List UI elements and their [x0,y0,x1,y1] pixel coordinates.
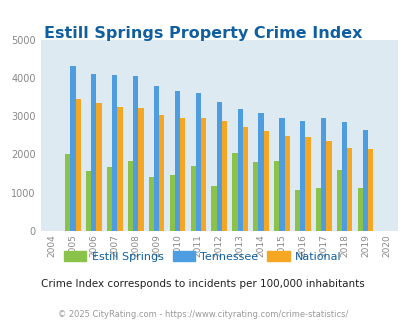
Bar [242,127,247,231]
Bar [294,190,299,231]
Bar [138,108,143,231]
Bar [70,66,75,231]
Text: © 2025 CityRating.com - https://www.cityrating.com/crime-statistics/: © 2025 CityRating.com - https://www.city… [58,310,347,319]
Bar [263,131,268,231]
Bar [190,166,195,231]
Bar [159,115,164,231]
Bar [180,118,185,231]
Bar [153,86,159,231]
Bar [117,107,122,231]
Bar [279,118,284,231]
Bar [96,103,102,231]
Bar [216,102,221,231]
Bar [86,171,91,231]
Bar [91,74,96,231]
Legend: Estill Springs, Tennessee, National: Estill Springs, Tennessee, National [60,247,345,266]
Bar [341,122,346,231]
Bar [326,141,331,231]
Bar [237,109,242,231]
Bar [232,153,237,231]
Bar [200,118,206,231]
Bar [169,175,175,231]
Text: Crime Index corresponds to incidents per 100,000 inhabitants: Crime Index corresponds to incidents per… [41,279,364,289]
Text: Estill Springs Property Crime Index: Estill Springs Property Crime Index [44,26,361,41]
Bar [175,90,180,231]
Bar [107,167,112,231]
Bar [221,121,226,231]
Bar [258,114,263,231]
Bar [273,161,279,231]
Bar [75,99,81,231]
Bar [346,148,352,231]
Bar [336,170,341,231]
Bar [305,137,310,231]
Bar [195,93,200,231]
Bar [315,188,320,231]
Bar [253,162,258,231]
Bar [299,121,305,231]
Bar [128,161,133,231]
Bar [320,118,326,231]
Bar [148,178,153,231]
Bar [362,130,367,231]
Bar [357,188,362,231]
Bar [284,136,289,231]
Bar [65,154,70,231]
Bar [112,75,117,231]
Bar [133,76,138,231]
Bar [367,149,373,231]
Bar [211,186,216,231]
